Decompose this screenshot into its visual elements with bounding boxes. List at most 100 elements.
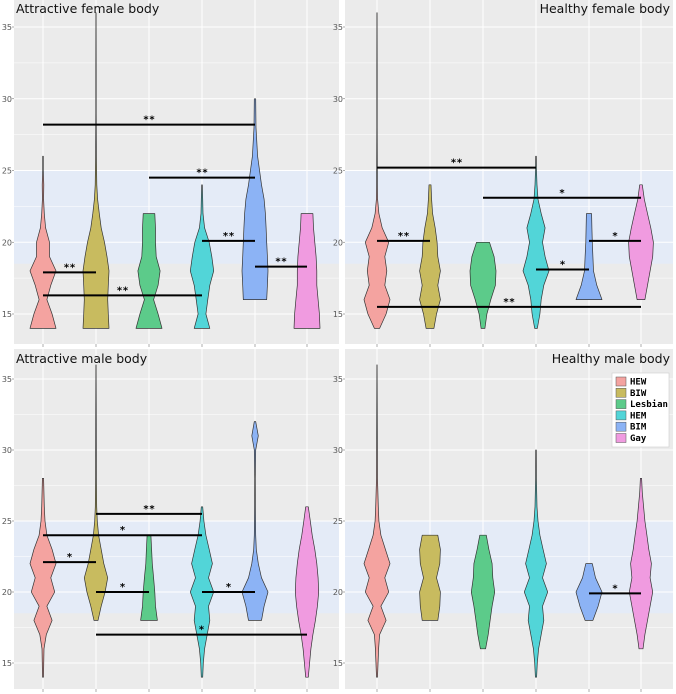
y-tick-label: 30 <box>333 446 343 455</box>
panel-background <box>14 349 339 689</box>
bracket-label: * <box>198 625 204 636</box>
bracket-label: * <box>119 582 125 593</box>
legend-swatch-hem <box>615 410 627 421</box>
healthy-bmi-band <box>345 170 673 264</box>
y-tick-label: 35 <box>2 23 12 32</box>
violin-biw <box>419 534 441 621</box>
y-tick-label: 15 <box>2 659 12 668</box>
y-tick-label: 15 <box>2 310 12 319</box>
legend-label-hem: HEM <box>630 411 647 421</box>
y-tick-label: 30 <box>2 446 12 455</box>
violin-biw <box>82 12 110 329</box>
bracket-label: ** <box>450 158 462 169</box>
violin-biw <box>419 184 441 329</box>
legend-label-lesbian: Lesbian <box>630 399 668 410</box>
y-axis-ticks: 15 20 25 30 35 <box>2 23 14 319</box>
y-axis-ticks: 15 20 25 30 35 <box>333 375 345 668</box>
violin-hem <box>522 155 550 329</box>
violin-hew <box>363 12 391 329</box>
significance-brackets: ***** **** <box>377 158 641 308</box>
bracket-label: ** <box>63 262 75 273</box>
y-tick-label: 15 <box>333 310 343 319</box>
significance-brackets: * <box>589 583 641 595</box>
healthy-bmi-band <box>345 521 673 614</box>
bracket-label: * <box>612 231 618 242</box>
violin-hew <box>29 155 57 329</box>
y-tick-label: 25 <box>333 517 343 526</box>
violin-hem <box>523 449 549 678</box>
legend-swatch-gay <box>615 433 627 443</box>
healthy-bmi-band <box>14 521 339 614</box>
y-tick-label: 35 <box>333 375 343 384</box>
y-tick-label: 15 <box>333 659 343 668</box>
y-axis-ticks: 15 20 25 30 35 <box>2 375 14 668</box>
y-tick-label: 30 <box>333 95 343 104</box>
panel-title: Attractive male body <box>16 351 148 366</box>
bracket-label: ** <box>275 257 287 268</box>
x-axis-ticks <box>376 344 642 347</box>
violin-lesbian <box>469 241 497 329</box>
violins <box>363 12 654 329</box>
bracket-label: * <box>225 582 231 593</box>
violin-gay <box>628 184 654 300</box>
y-tick-label: 35 <box>2 375 12 384</box>
violins <box>363 364 654 678</box>
violin-bim <box>575 563 603 621</box>
bracket-label: ** <box>143 504 155 515</box>
violin-hew <box>29 478 57 678</box>
significance-brackets: ** ** ** ** ** ** <box>43 115 307 297</box>
bracket-label: ** <box>222 231 234 242</box>
violins <box>29 12 321 329</box>
y-tick-label: 35 <box>333 23 343 32</box>
legend-label-hew: HEW <box>630 378 647 388</box>
legend-label-bim: BIM <box>630 423 647 433</box>
violin-bim <box>575 213 603 300</box>
bracket-label: ** <box>196 168 208 179</box>
y-tick-label: 25 <box>2 517 12 526</box>
violin-bim <box>241 421 269 621</box>
legend-label-gay: Gay <box>630 434 647 444</box>
bracket-label: ** <box>116 285 128 296</box>
y-tick-label: 20 <box>333 588 343 597</box>
legend-swatch-biw <box>615 388 627 398</box>
bracket-label: * <box>66 552 72 563</box>
violin-biw <box>83 364 109 621</box>
x-axis-ticks <box>42 689 308 692</box>
bracket-label: * <box>612 583 618 594</box>
x-axis-ticks <box>42 344 308 347</box>
legend-label-biw: BIW <box>630 389 647 399</box>
y-tick-label: 30 <box>2 95 12 104</box>
x-axis-ticks <box>376 689 642 692</box>
violin-hem <box>189 184 215 329</box>
gridlines <box>345 0 673 344</box>
panel-attractive-female-body: 15 20 25 30 35 ** ** ** ** ** ** Attractive femal… <box>2 0 339 347</box>
violin-gay <box>628 478 654 650</box>
panel-title: Healthy female body <box>540 1 671 16</box>
violin-hew <box>363 364 391 678</box>
bracket-label: ** <box>397 231 409 242</box>
panel-title: Healthy male body <box>552 351 671 366</box>
y-tick-label: 20 <box>2 238 12 247</box>
y-tick-label: 20 <box>333 238 343 247</box>
y-tick-label: 25 <box>333 167 343 176</box>
y-axis-ticks: 15 20 25 30 35 <box>333 23 345 319</box>
legend-swatch-hew <box>615 376 627 387</box>
bracket-label: ** <box>143 115 155 126</box>
panel-title: Attractive female body <box>16 1 160 16</box>
legend-swatch-lesbian <box>615 399 627 409</box>
bracket-label: ** <box>503 297 515 308</box>
y-tick-label: 20 <box>2 588 12 597</box>
significance-brackets: ***** ** <box>43 504 307 636</box>
bracket-label: * <box>559 260 565 271</box>
healthy-bmi-band <box>14 170 339 264</box>
violin-lesbian <box>470 534 496 650</box>
bracket-label: * <box>559 188 565 199</box>
y-tick-label: 25 <box>2 167 12 176</box>
violin-bim <box>241 98 269 300</box>
legend-swatch-bim <box>615 421 627 432</box>
